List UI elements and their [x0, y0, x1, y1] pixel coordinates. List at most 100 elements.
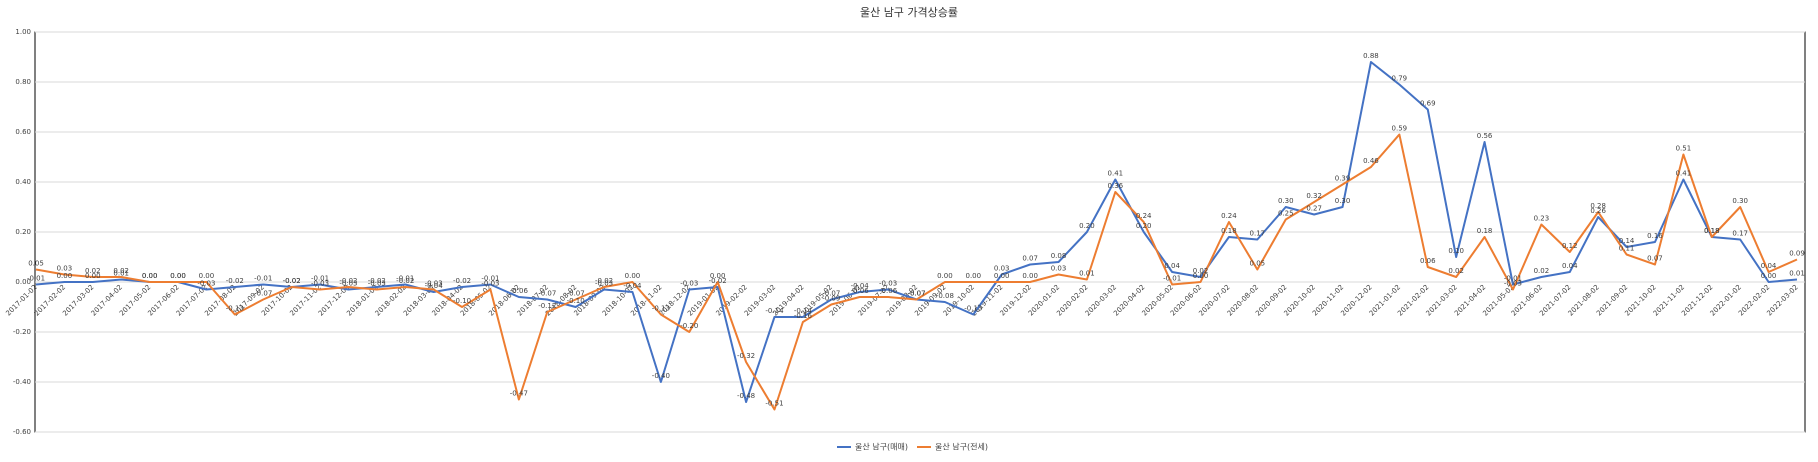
- data-label: -0.07: [822, 290, 840, 298]
- data-label: 0.04: [1761, 262, 1777, 270]
- data-label: -0.02: [339, 277, 357, 285]
- data-label: 0.24: [1136, 212, 1152, 220]
- data-label: -0.32: [737, 352, 755, 360]
- data-label: -0.02: [226, 277, 244, 285]
- data-label: 0.05: [1250, 260, 1266, 268]
- data-label: 0.01: [113, 270, 129, 278]
- data-label: -0.47: [510, 390, 528, 398]
- data-label: -0.07: [907, 290, 925, 298]
- data-label: 0.27: [1306, 205, 1322, 213]
- data-label: 0.00: [625, 272, 641, 280]
- data-label: 0.20: [1136, 222, 1152, 230]
- data-label: -0.01: [27, 275, 45, 283]
- data-label: -0.02: [283, 277, 301, 285]
- data-label: -0.07: [254, 290, 272, 298]
- data-label: -0.06: [510, 287, 529, 295]
- data-label: 0.25: [1278, 210, 1294, 218]
- data-label: 0.24: [1221, 212, 1237, 220]
- data-label: -0.03: [425, 280, 443, 288]
- data-label: 0.30: [1732, 197, 1748, 205]
- data-label: 0.00: [85, 272, 101, 280]
- data-label: 0.16: [1647, 232, 1663, 240]
- data-label: -0.07: [538, 290, 556, 298]
- data-label: 0.00: [966, 272, 982, 280]
- chart-title: 울산 남구 가격상승률: [860, 6, 958, 19]
- data-label: -0.01: [311, 275, 329, 283]
- data-label: -0.10: [567, 297, 585, 305]
- data-label: 0.03: [57, 265, 73, 273]
- data-label: 0.18: [1704, 227, 1720, 235]
- data-label: -0.48: [737, 392, 755, 400]
- data-label: 0.39: [1335, 175, 1351, 183]
- data-label: 0.00: [1022, 272, 1038, 280]
- data-label: -0.09: [822, 295, 840, 303]
- legend-label: 울산 남구(전세): [935, 442, 988, 452]
- data-label: 0.00: [170, 272, 186, 280]
- data-label: 0.02: [1193, 267, 1209, 275]
- data-label: 0.41: [1676, 170, 1692, 178]
- data-label: 0.88: [1363, 52, 1379, 60]
- data-label: -0.03: [595, 280, 613, 288]
- data-label: -0.02: [453, 277, 471, 285]
- data-label: 0.51: [1676, 145, 1692, 153]
- data-label: -0.10: [453, 297, 471, 305]
- data-label: 0.00: [170, 272, 186, 280]
- data-label: 0.03: [994, 265, 1010, 273]
- data-label: 0.69: [1420, 100, 1436, 108]
- data-label: 0.11: [1619, 245, 1635, 253]
- data-label: 0.09: [1789, 250, 1805, 258]
- data-label: 0.00: [994, 272, 1010, 280]
- data-label: -0.08: [936, 292, 954, 300]
- data-label: 0.18: [1477, 227, 1493, 235]
- y-tick-label: -0.20: [13, 328, 31, 336]
- data-label: -0.13: [652, 305, 670, 313]
- data-label: -0.13: [226, 305, 244, 313]
- data-label: 0.05: [28, 260, 44, 268]
- series-line: [35, 133, 1798, 411]
- data-label: -0.02: [396, 277, 414, 285]
- y-tick-label: -0.40: [13, 378, 31, 386]
- data-label: 0.30: [1278, 197, 1294, 205]
- data-label: -0.14: [794, 307, 813, 315]
- data-label: 0.07: [1022, 255, 1038, 263]
- data-label: 0.01: [1079, 270, 1095, 278]
- data-label: 0.30: [1335, 197, 1351, 205]
- data-label: 0.02: [85, 267, 101, 275]
- data-label: 0.02: [1448, 267, 1464, 275]
- data-label: -0.03: [339, 280, 357, 288]
- data-label: 0.12: [1562, 242, 1578, 250]
- data-label: -0.03: [879, 280, 897, 288]
- data-label: -0.02: [595, 277, 613, 285]
- data-label: 0.02: [113, 267, 129, 275]
- data-label: 0.00: [1761, 272, 1777, 280]
- data-label: -0.16: [794, 312, 813, 320]
- data-label: -0.01: [1504, 275, 1522, 283]
- data-label: 0.32: [1306, 192, 1322, 200]
- data-label: 0.07: [1647, 255, 1663, 263]
- data-label: -0.03: [481, 280, 499, 288]
- data-label: -0.04: [623, 282, 642, 290]
- data-label: 0.01: [1789, 270, 1805, 278]
- data-label: 0.59: [1392, 125, 1408, 133]
- data-label: 0.17: [1732, 230, 1748, 238]
- data-label: 0.00: [142, 272, 158, 280]
- data-label: -0.07: [567, 290, 585, 298]
- y-tick-label: 0.20: [15, 228, 31, 236]
- data-label: -0.03: [368, 280, 386, 288]
- y-tick-label: -0.60: [13, 428, 31, 436]
- data-label: 0.18: [1221, 227, 1237, 235]
- y-tick-label: 0.60: [15, 128, 31, 136]
- data-label: 0.18: [1704, 227, 1720, 235]
- data-label: -0.51: [765, 400, 783, 408]
- data-label: 0.04: [1164, 262, 1180, 270]
- data-label: -0.03: [680, 280, 698, 288]
- data-label: -0.06: [851, 287, 870, 295]
- data-label: 0.56: [1477, 132, 1493, 140]
- data-label: -0.13: [964, 305, 982, 313]
- data-label: 0.26: [1590, 207, 1606, 215]
- data-label: -0.03: [1504, 280, 1522, 288]
- data-label: 0.00: [937, 272, 953, 280]
- data-label: -0.02: [368, 277, 386, 285]
